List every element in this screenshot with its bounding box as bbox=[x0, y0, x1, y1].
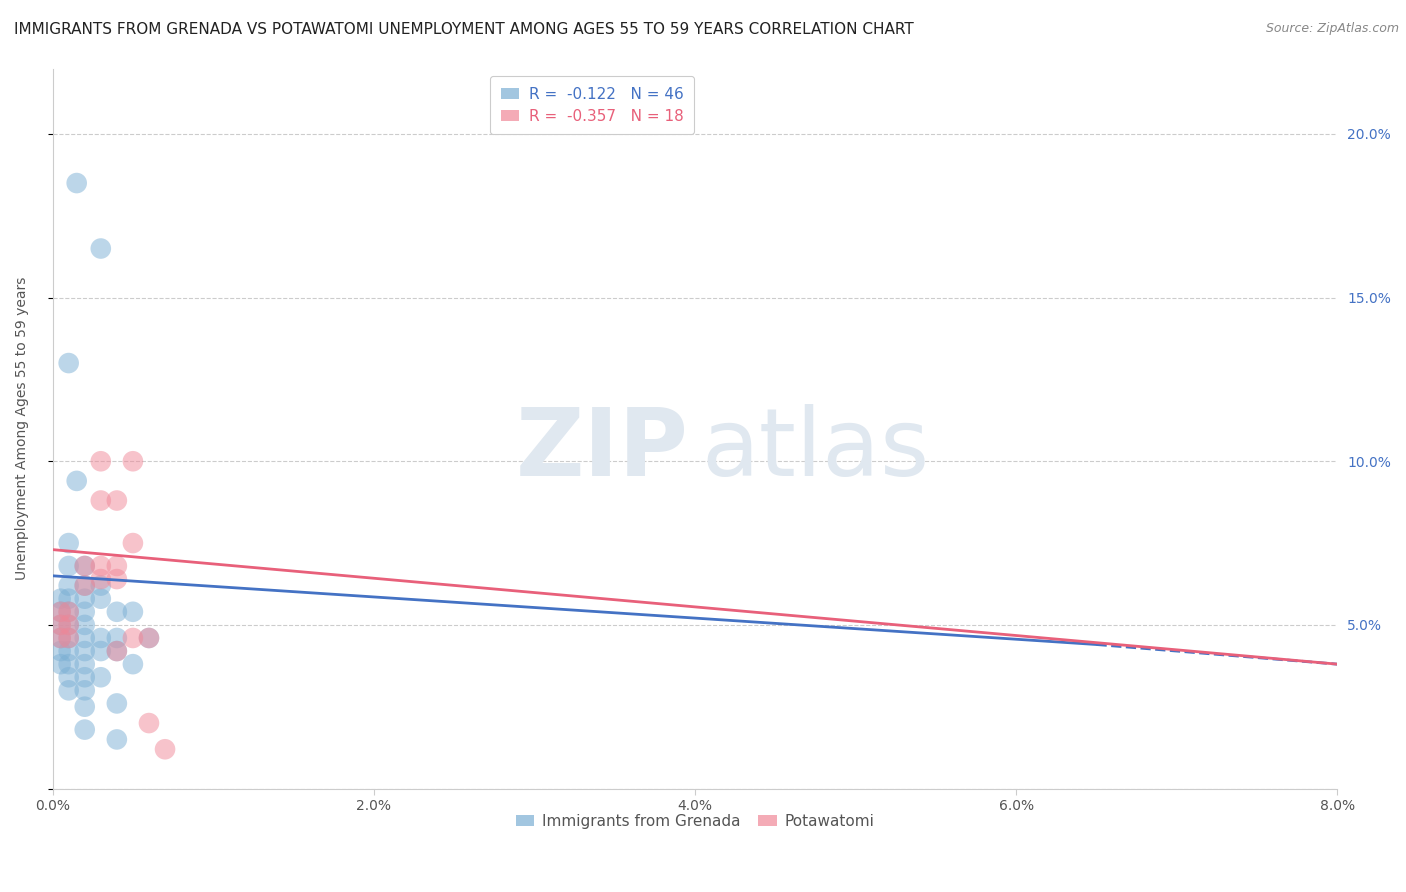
Point bbox=[73, 670, 96, 684]
Point bbox=[105, 493, 128, 508]
Point bbox=[153, 742, 176, 756]
Point bbox=[105, 572, 128, 586]
Legend: Immigrants from Grenada, Potawatomi: Immigrants from Grenada, Potawatomi bbox=[509, 807, 880, 835]
Point bbox=[90, 644, 112, 658]
Point bbox=[122, 454, 145, 468]
Point bbox=[58, 631, 80, 645]
Point bbox=[105, 697, 128, 711]
Point bbox=[58, 618, 80, 632]
Point bbox=[49, 644, 72, 658]
Point bbox=[73, 631, 96, 645]
Text: atlas: atlas bbox=[702, 404, 929, 496]
Point bbox=[105, 605, 128, 619]
Point bbox=[73, 657, 96, 672]
Point bbox=[90, 591, 112, 606]
Point bbox=[90, 242, 112, 256]
Point bbox=[73, 559, 96, 574]
Text: ZIP: ZIP bbox=[516, 404, 689, 496]
Point bbox=[49, 591, 72, 606]
Point bbox=[90, 572, 112, 586]
Point bbox=[58, 579, 80, 593]
Text: Source: ZipAtlas.com: Source: ZipAtlas.com bbox=[1265, 22, 1399, 36]
Point bbox=[73, 591, 96, 606]
Point bbox=[58, 644, 80, 658]
Point bbox=[66, 176, 89, 190]
Point bbox=[90, 454, 112, 468]
Point bbox=[58, 631, 80, 645]
Point bbox=[58, 605, 80, 619]
Point bbox=[73, 579, 96, 593]
Point bbox=[58, 670, 80, 684]
Point bbox=[73, 683, 96, 698]
Point bbox=[49, 657, 72, 672]
Point bbox=[73, 559, 96, 574]
Point bbox=[138, 631, 160, 645]
Point bbox=[49, 605, 72, 619]
Point bbox=[58, 591, 80, 606]
Point bbox=[49, 618, 72, 632]
Point bbox=[73, 579, 96, 593]
Point bbox=[58, 683, 80, 698]
Point bbox=[105, 644, 128, 658]
Point bbox=[66, 474, 89, 488]
Point bbox=[122, 536, 145, 550]
Point bbox=[58, 618, 80, 632]
Point bbox=[73, 605, 96, 619]
Point bbox=[122, 605, 145, 619]
Point bbox=[73, 723, 96, 737]
Point bbox=[138, 716, 160, 731]
Point bbox=[58, 605, 80, 619]
Point bbox=[90, 579, 112, 593]
Point bbox=[58, 536, 80, 550]
Point bbox=[49, 605, 72, 619]
Point bbox=[49, 631, 72, 645]
Point bbox=[73, 644, 96, 658]
Point bbox=[90, 559, 112, 574]
Y-axis label: Unemployment Among Ages 55 to 59 years: Unemployment Among Ages 55 to 59 years bbox=[15, 277, 30, 580]
Point bbox=[49, 631, 72, 645]
Point bbox=[90, 631, 112, 645]
Point bbox=[58, 356, 80, 370]
Text: IMMIGRANTS FROM GRENADA VS POTAWATOMI UNEMPLOYMENT AMONG AGES 55 TO 59 YEARS COR: IMMIGRANTS FROM GRENADA VS POTAWATOMI UN… bbox=[14, 22, 914, 37]
Point bbox=[58, 559, 80, 574]
Point bbox=[105, 559, 128, 574]
Point bbox=[49, 618, 72, 632]
Point bbox=[105, 732, 128, 747]
Point bbox=[73, 699, 96, 714]
Point bbox=[138, 631, 160, 645]
Point bbox=[90, 670, 112, 684]
Point bbox=[90, 493, 112, 508]
Point bbox=[58, 657, 80, 672]
Point bbox=[122, 657, 145, 672]
Point bbox=[105, 631, 128, 645]
Point bbox=[122, 631, 145, 645]
Point bbox=[105, 644, 128, 658]
Point bbox=[73, 618, 96, 632]
